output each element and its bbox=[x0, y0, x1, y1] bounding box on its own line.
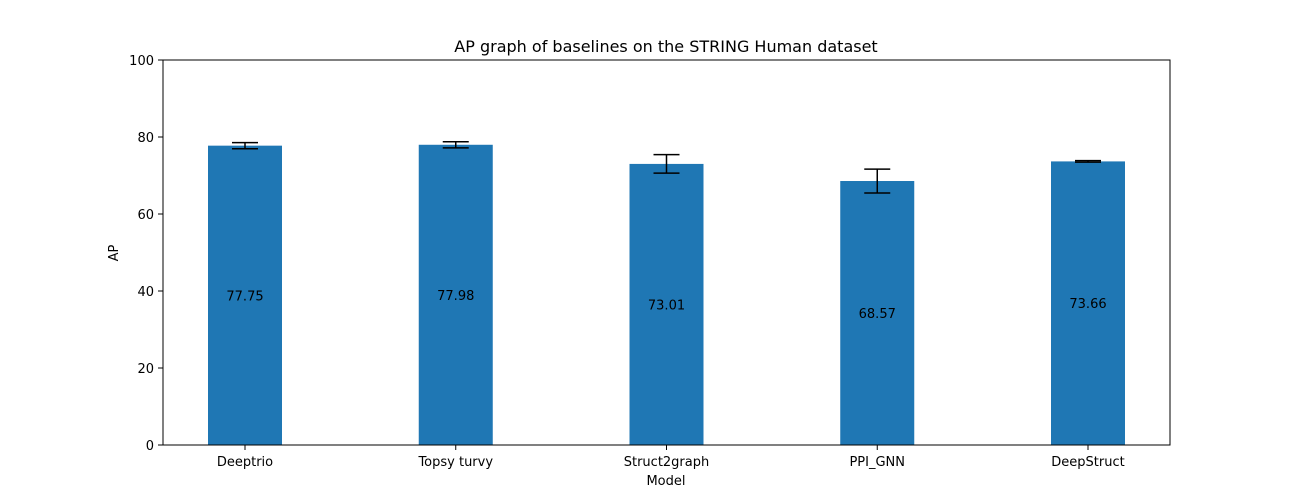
y-axis-ticks: 0 20 40 60 80 100 bbox=[129, 54, 163, 454]
y-tick-label: 80 bbox=[137, 131, 154, 146]
chart-title: AP graph of baselines on the STRING Huma… bbox=[454, 37, 877, 56]
bar-value-label: 73.01 bbox=[648, 298, 685, 313]
data-labels-group: 77.75 77.98 73.01 68.57 73.66 bbox=[226, 289, 1106, 322]
x-tick-label: Topsy turvy bbox=[417, 455, 493, 470]
y-tick-label: 0 bbox=[146, 439, 154, 454]
bar-value-label: 77.98 bbox=[437, 289, 474, 304]
bar bbox=[1051, 161, 1125, 445]
bar bbox=[208, 145, 282, 445]
x-tick-label: DeepStruct bbox=[1051, 455, 1124, 470]
y-tick-label: 100 bbox=[129, 54, 154, 69]
x-tick-label: Struct2graph bbox=[624, 455, 710, 470]
y-tick-label: 20 bbox=[137, 362, 154, 377]
bar-value-label: 68.57 bbox=[859, 307, 896, 322]
errorbars-group bbox=[232, 140, 1101, 194]
bar bbox=[418, 144, 493, 446]
x-axis-label: Model bbox=[646, 474, 685, 489]
y-tick-label: 60 bbox=[137, 208, 154, 223]
y-axis-label: AP bbox=[107, 244, 122, 261]
x-tick-label: Deeptrio bbox=[217, 455, 273, 470]
bar bbox=[840, 181, 915, 445]
x-tick-label: PPI_GNN bbox=[849, 455, 905, 470]
bars-group bbox=[208, 144, 1125, 446]
x-axis-ticks: Deeptrio Topsy turvy Struct2graph PPI_GNN De… bbox=[217, 445, 1125, 470]
y-tick-label: 40 bbox=[137, 285, 154, 300]
bar bbox=[629, 163, 704, 445]
bar-value-label: 73.66 bbox=[1069, 297, 1106, 312]
bar-value-label: 77.75 bbox=[226, 289, 263, 304]
